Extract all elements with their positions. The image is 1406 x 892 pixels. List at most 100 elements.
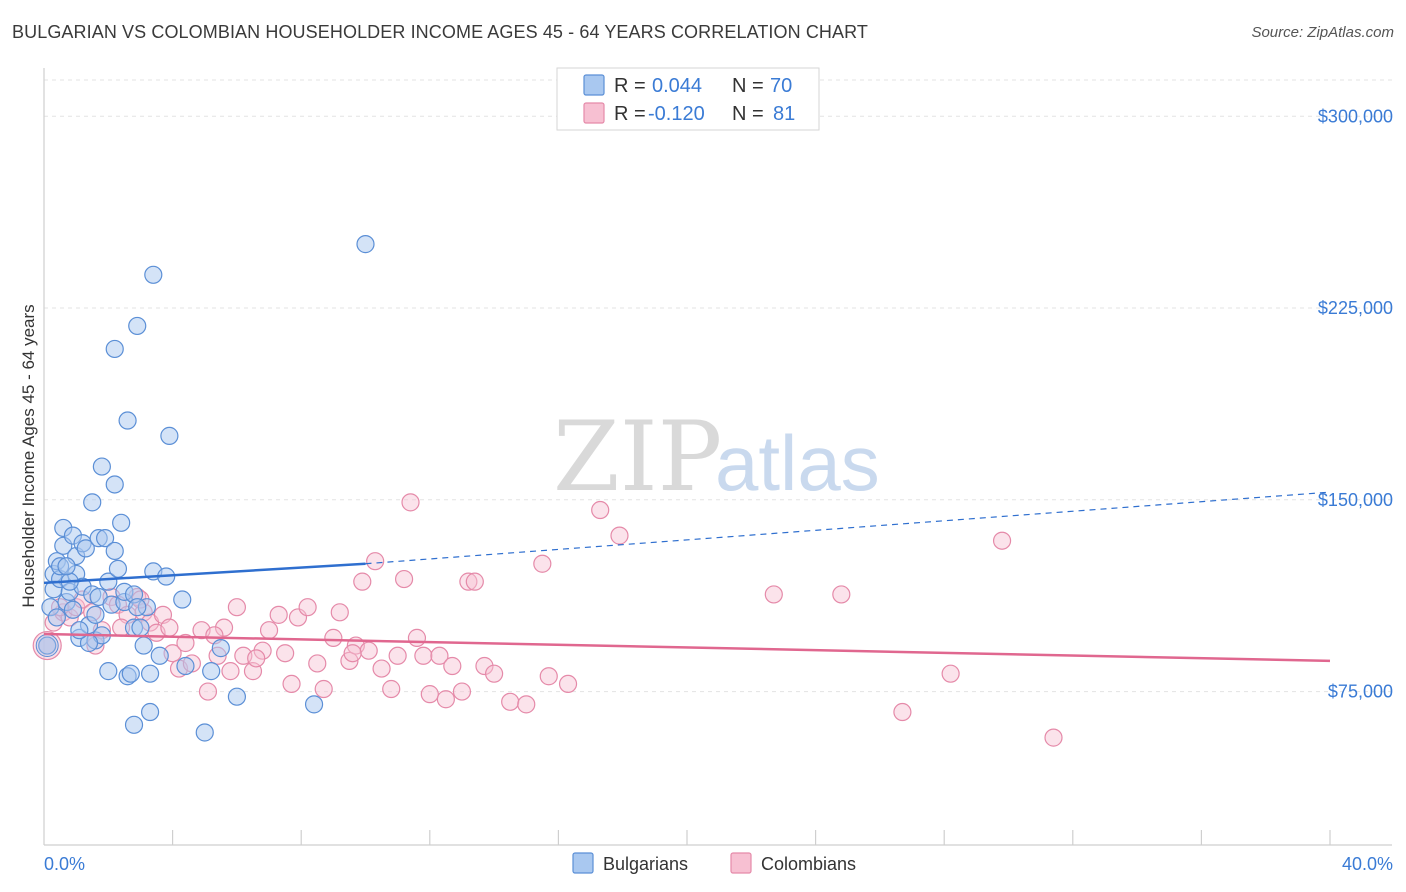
bulgarians-point [86, 605, 105, 624]
colombians-point [314, 679, 333, 699]
y-axis-label: Householder Income Ages 45 - 64 years [19, 304, 38, 607]
colombians-point [465, 572, 484, 591]
bulgarians-point [121, 664, 140, 683]
colombians-point [501, 692, 520, 711]
bulgarians-point [76, 539, 95, 558]
bulgarians-point [173, 590, 192, 609]
x-tick-marks [172, 830, 1331, 845]
colombians-point [372, 659, 391, 678]
colombians-point [388, 646, 407, 665]
bulgarians-point [63, 600, 83, 619]
colombians-point [832, 585, 851, 604]
colombians-point [430, 646, 449, 665]
bulgarians-point [195, 723, 214, 742]
colombians-trend-line [43, 632, 1331, 663]
colombians-point [227, 598, 246, 617]
legend-swatch-colombians [583, 102, 605, 124]
colombians-point [475, 656, 494, 676]
watermark-zip: ZIP [553, 401, 722, 513]
bulgarians-point [304, 695, 324, 714]
bulgarians-point [134, 636, 153, 655]
bulgarians-point [105, 475, 124, 494]
colombians-point [366, 552, 385, 571]
watermark: ZIP atlas [553, 401, 880, 513]
legend-n-value-1: 81 [773, 103, 795, 125]
bottom-legend-swatch-bulgarians [572, 852, 594, 874]
bulgarians-point [108, 559, 128, 578]
colombians-point [1044, 728, 1063, 747]
colombians-point [330, 603, 349, 622]
colombians-point [282, 674, 301, 694]
bulgarians-point [144, 265, 163, 284]
colombians-point [407, 628, 427, 647]
y-tick-labels: $75,000 $150,000 $225,000 $300,000 [1318, 106, 1393, 701]
bulgarians-point [92, 457, 111, 476]
bulgarians-point [160, 426, 179, 445]
y-tick-label: $150,000 [1318, 490, 1393, 510]
colombians-point [610, 526, 629, 545]
bottom-legend-bulgarians: Bulgarians [603, 854, 688, 874]
colombians-point [992, 531, 1012, 550]
colombians-point [382, 679, 401, 699]
bulgarians-point [211, 639, 230, 658]
bulgarians-trend-line [43, 562, 366, 585]
bulgarians-point [95, 529, 115, 548]
colombians-point [591, 500, 610, 520]
bulgarians-point [128, 598, 147, 617]
bulgarians-point [176, 656, 195, 676]
legend-r-label-0: R = [614, 75, 646, 97]
colombians-point [221, 662, 240, 681]
bulgarians-point [150, 646, 169, 665]
colombians-point [176, 633, 195, 653]
colombians-point [420, 685, 439, 704]
bulgarians-point [112, 513, 131, 532]
bulgarians-point [99, 572, 118, 591]
legend-r-value-1: -0.120 [648, 103, 705, 125]
colombians-point [353, 572, 372, 591]
colombians-point [343, 644, 362, 663]
legend-r-label-1: R = [614, 103, 646, 125]
colombians-point [247, 649, 266, 668]
colombians-point [558, 674, 578, 694]
colombians-point [401, 493, 420, 512]
colombians-point [324, 628, 343, 647]
colombians-point [259, 621, 279, 640]
bulgarians-point [131, 618, 150, 637]
x-tick-label-min: 0.0% [44, 854, 85, 874]
bulgarians-point [38, 636, 57, 655]
colombians-point [539, 667, 558, 686]
colombians-point [443, 656, 462, 676]
colombians-point [764, 585, 783, 604]
colombians-point [517, 695, 536, 714]
trend-lines [43, 491, 1331, 663]
bottom-legend-swatch-colombians [730, 852, 752, 874]
bulgarians-point [118, 411, 137, 430]
bulgarians-series [35, 235, 375, 742]
bulgarians-point [83, 493, 102, 512]
y-tick-label: $225,000 [1318, 298, 1393, 318]
legend-n-label-0: N = [732, 75, 764, 97]
colombians-point [298, 598, 317, 617]
colombians-point [214, 618, 234, 637]
legend-r-value-0: 0.044 [652, 75, 702, 97]
watermark-atlas: atlas [715, 419, 880, 507]
x-tick-label-max: 40.0% [1342, 854, 1393, 874]
bulgarians-cluster-point [35, 634, 59, 658]
colombians-point [941, 664, 960, 683]
legend-swatch-bulgarians [583, 74, 605, 96]
chart-source: Source: ZipAtlas.com [1251, 24, 1394, 41]
bulgarians-point [99, 662, 118, 681]
y-tick-label: $75,000 [1328, 682, 1393, 702]
bulgarians-point [202, 662, 221, 681]
colombians-point [533, 554, 552, 573]
chart-title: BULGARIAN VS COLOMBIAN HOUSEHOLDER INCOM… [12, 22, 869, 42]
bulgarians-point [140, 664, 160, 683]
colombians-point [414, 646, 433, 665]
colombians-point [276, 644, 295, 663]
colombians-point [160, 618, 179, 637]
series-legend: Bulgarians Colombians [572, 852, 856, 874]
gridlines [44, 79, 1392, 693]
colombians-point [893, 702, 912, 722]
axes [43, 68, 1392, 846]
